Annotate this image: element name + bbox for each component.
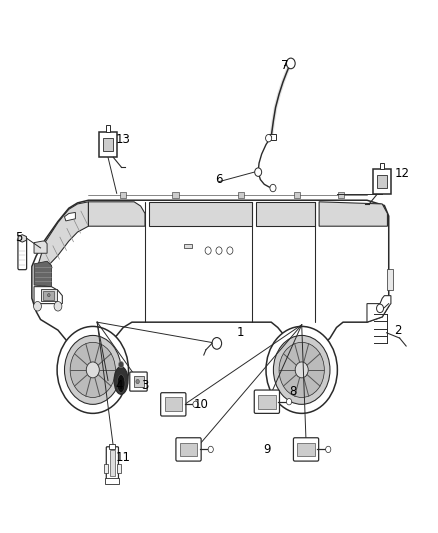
FancyBboxPatch shape (165, 398, 182, 411)
Circle shape (286, 399, 292, 405)
FancyBboxPatch shape (18, 237, 27, 270)
FancyBboxPatch shape (161, 393, 186, 416)
FancyBboxPatch shape (184, 244, 192, 248)
Circle shape (47, 294, 50, 297)
Ellipse shape (114, 367, 128, 394)
FancyBboxPatch shape (134, 376, 144, 387)
Circle shape (286, 58, 295, 69)
FancyBboxPatch shape (41, 289, 57, 301)
FancyBboxPatch shape (130, 372, 147, 391)
FancyBboxPatch shape (238, 192, 244, 198)
Polygon shape (34, 287, 62, 304)
Circle shape (34, 302, 42, 311)
FancyBboxPatch shape (106, 478, 119, 484)
Polygon shape (149, 202, 252, 226)
FancyBboxPatch shape (338, 192, 344, 198)
Polygon shape (319, 202, 388, 226)
Polygon shape (256, 202, 315, 226)
FancyBboxPatch shape (380, 163, 385, 169)
FancyBboxPatch shape (293, 438, 319, 461)
Polygon shape (18, 235, 26, 242)
Circle shape (136, 379, 139, 384)
FancyBboxPatch shape (176, 438, 201, 461)
Circle shape (118, 361, 124, 368)
Text: 2: 2 (394, 324, 401, 337)
FancyBboxPatch shape (378, 175, 387, 188)
FancyBboxPatch shape (173, 192, 179, 198)
FancyBboxPatch shape (294, 192, 300, 198)
Text: 13: 13 (116, 133, 131, 146)
Polygon shape (64, 213, 75, 221)
Circle shape (64, 335, 121, 405)
Circle shape (193, 401, 198, 408)
Circle shape (295, 362, 308, 378)
Text: 4: 4 (115, 379, 123, 392)
FancyBboxPatch shape (258, 395, 276, 409)
FancyBboxPatch shape (373, 169, 391, 195)
Text: 8: 8 (290, 385, 297, 398)
FancyBboxPatch shape (297, 442, 315, 456)
Circle shape (265, 134, 272, 142)
FancyBboxPatch shape (43, 292, 54, 300)
FancyBboxPatch shape (254, 390, 279, 414)
Text: 7: 7 (280, 59, 288, 71)
FancyBboxPatch shape (110, 444, 116, 449)
Text: 11: 11 (116, 451, 131, 464)
Circle shape (216, 247, 222, 254)
Text: 6: 6 (215, 173, 223, 185)
Text: 5: 5 (15, 231, 22, 244)
Polygon shape (34, 241, 47, 253)
FancyBboxPatch shape (106, 447, 118, 480)
FancyBboxPatch shape (180, 442, 197, 456)
Circle shape (212, 337, 222, 349)
FancyBboxPatch shape (388, 269, 392, 290)
Text: 10: 10 (194, 398, 209, 411)
Circle shape (86, 362, 99, 378)
FancyBboxPatch shape (120, 192, 126, 198)
FancyBboxPatch shape (110, 450, 115, 477)
Polygon shape (39, 202, 88, 269)
Circle shape (227, 247, 233, 254)
Text: 12: 12 (394, 167, 409, 180)
Circle shape (254, 168, 261, 176)
Circle shape (270, 184, 276, 192)
Circle shape (208, 446, 213, 453)
FancyBboxPatch shape (117, 464, 121, 473)
Circle shape (273, 335, 330, 405)
Text: 9: 9 (263, 443, 271, 456)
Circle shape (70, 342, 116, 398)
FancyBboxPatch shape (268, 134, 276, 140)
FancyBboxPatch shape (103, 138, 113, 151)
Circle shape (279, 342, 324, 398)
Polygon shape (34, 261, 51, 287)
Polygon shape (32, 200, 389, 350)
Circle shape (266, 326, 337, 414)
FancyBboxPatch shape (106, 125, 110, 132)
Circle shape (54, 302, 62, 311)
Circle shape (57, 326, 128, 414)
Polygon shape (88, 202, 145, 226)
FancyBboxPatch shape (99, 132, 117, 157)
FancyBboxPatch shape (104, 464, 108, 473)
Polygon shape (367, 296, 391, 322)
Text: 3: 3 (141, 379, 148, 392)
Ellipse shape (117, 375, 125, 393)
Circle shape (205, 247, 211, 254)
Circle shape (377, 304, 384, 313)
Circle shape (325, 446, 331, 453)
Text: 1: 1 (237, 326, 244, 340)
